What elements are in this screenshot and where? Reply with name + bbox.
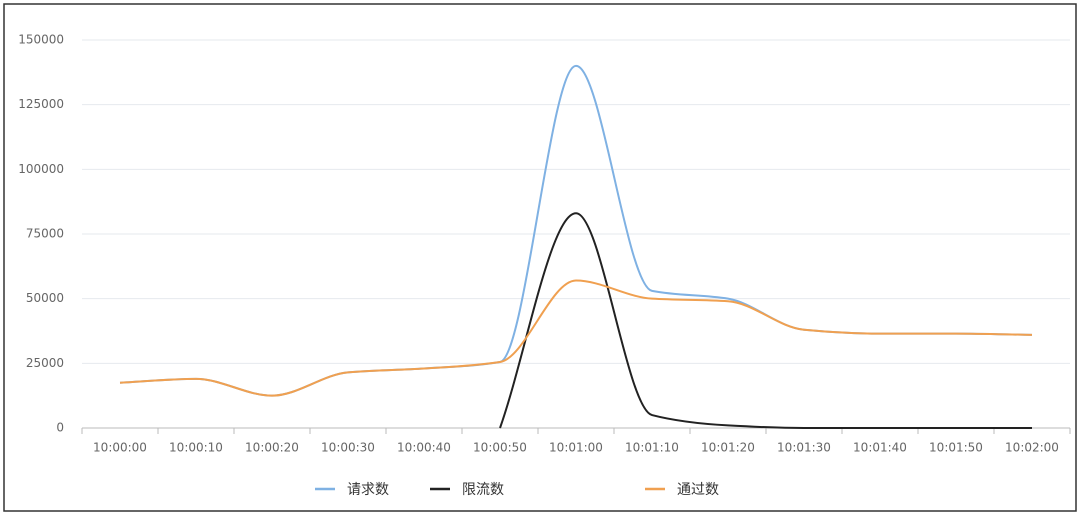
x-tick-label: 10:02:00 xyxy=(1005,441,1059,455)
legend-label: 通过数 xyxy=(677,482,719,498)
y-tick-label: 100000 xyxy=(18,162,64,176)
y-tick-label: 125000 xyxy=(18,97,64,111)
y-tick-label: 50000 xyxy=(26,291,64,305)
y-tick-label: 25000 xyxy=(26,356,64,370)
series-line xyxy=(119,279,1033,397)
x-tick-label: 10:01:20 xyxy=(701,441,755,455)
x-tick-label: 10:00:00 xyxy=(93,441,147,455)
x-tick-label: 10:00:50 xyxy=(473,441,527,455)
y-tick-label: 150000 xyxy=(18,33,64,47)
x-tick-label: 10:01:50 xyxy=(929,441,983,455)
y-tick-label: 75000 xyxy=(26,227,64,241)
x-tick-label: 10:00:30 xyxy=(321,441,375,455)
x-tick-label: 10:00:20 xyxy=(245,441,299,455)
x-tick-label: 10:01:30 xyxy=(777,441,831,455)
legend-label: 请求数 xyxy=(347,482,389,498)
legend: 请求数 限流数 通过数 xyxy=(315,482,719,498)
legend-label: 限流数 xyxy=(462,482,504,498)
x-tick-label: 10:01:40 xyxy=(853,441,907,455)
x-tick-label: 10:01:00 xyxy=(549,441,603,455)
x-tick-label: 10:01:10 xyxy=(625,441,679,455)
x-tick-label: 10:00:40 xyxy=(397,441,451,455)
series-line xyxy=(119,64,1033,397)
series-line xyxy=(499,212,1032,429)
y-tick-label: 0 xyxy=(56,421,64,435)
x-tick-label: 10:00:10 xyxy=(169,441,223,455)
frame xyxy=(3,3,1077,512)
